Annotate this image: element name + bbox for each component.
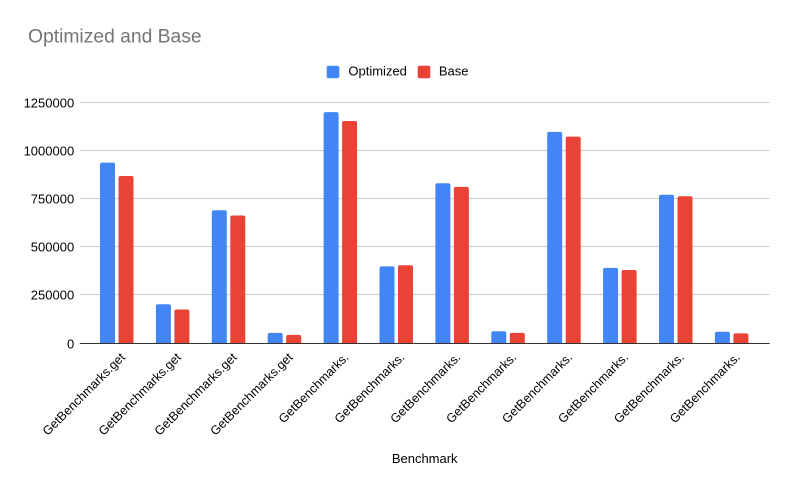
- svg-text:1250000: 1250000: [24, 95, 75, 110]
- svg-text:250000: 250000: [31, 287, 74, 302]
- svg-text:Base: Base: [439, 64, 469, 79]
- svg-text:750000: 750000: [31, 191, 74, 206]
- svg-text:Optimized and Base: Optimized and Base: [28, 27, 202, 48]
- svg-text:500000: 500000: [31, 239, 74, 254]
- svg-text:1000000: 1000000: [24, 143, 75, 158]
- svg-text:Optimized: Optimized: [348, 64, 407, 79]
- svg-text:0: 0: [67, 336, 74, 351]
- svg-text:Benchmark: Benchmark: [392, 451, 458, 466]
